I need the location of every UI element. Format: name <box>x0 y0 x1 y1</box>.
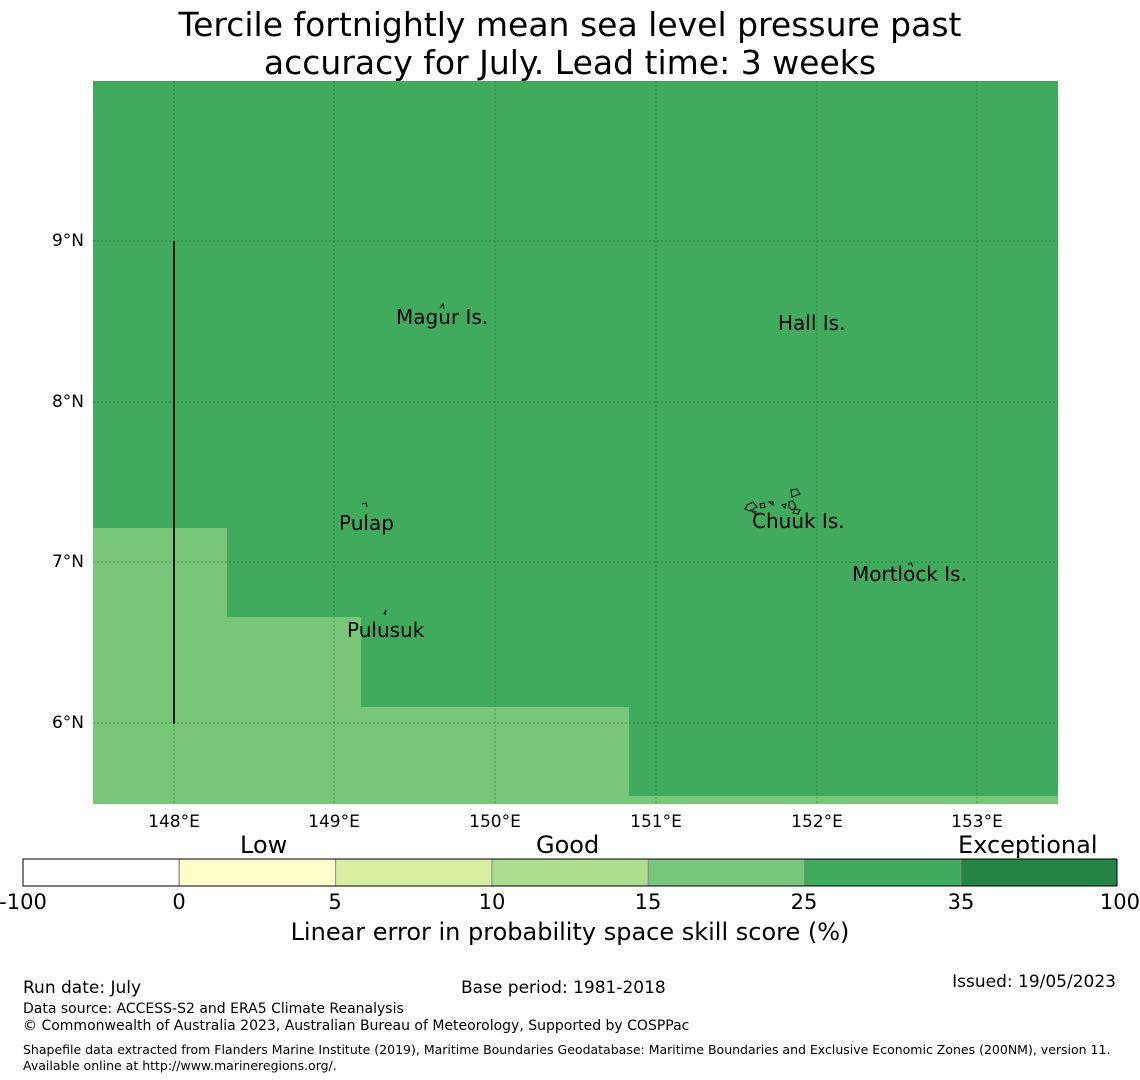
x-tick-151e: 151°E <box>630 812 682 832</box>
title-line-1: Tercile fortnightly mean sea level press… <box>178 5 962 44</box>
colorbar-segment-1 <box>22 858 180 887</box>
island-chuuk-6 <box>788 500 797 511</box>
colorbar-segment-6 <box>804 859 961 886</box>
shapefile-credit: Shapefile data extracted from Flanders M… <box>23 1042 1111 1073</box>
colorbar-tick: -100 <box>0 890 47 914</box>
colorbar-tick: 25 <box>790 890 818 914</box>
colorbar-segment-5 <box>648 859 805 886</box>
colorbar-segment-2 <box>179 859 336 886</box>
x-tick-152e: 152°E <box>791 812 843 832</box>
colorbar-title: Linear error in probability space skill … <box>290 918 850 946</box>
island-chuuk-4 <box>767 501 774 506</box>
island-magur <box>439 302 445 310</box>
island-chuuk-2 <box>744 501 758 512</box>
place-label-pulap: Pulap <box>339 511 394 535</box>
island-pulap <box>361 502 368 508</box>
x-tick-150e: 150°E <box>469 812 521 832</box>
base-period: Base period: 1981-2018 <box>461 978 666 998</box>
island-chuuk-8 <box>750 510 757 515</box>
colorbar <box>22 858 1118 887</box>
y-tick-9n: 9°N <box>51 231 84 251</box>
data-source: Data source: ACCESS-S2 and ERA5 Climate … <box>23 1001 404 1017</box>
legend-category-good: Good <box>536 831 600 859</box>
copyright: © Commonwealth of Australia 2023, Austra… <box>23 1018 690 1034</box>
colorbar-tick: 15 <box>634 890 662 914</box>
place-label-magur: Magur Is. <box>396 305 489 329</box>
place-label-chuuk: Chuuk Is. <box>752 509 845 533</box>
place-label-mortlock: Mortlock Is. <box>852 562 967 586</box>
colorbar-tick: 35 <box>947 890 975 914</box>
chart-title: Tercile fortnightly mean sea level press… <box>0 6 1140 82</box>
y-tick-6n: 6°N <box>51 713 84 733</box>
y-tick-7n: 7°N <box>51 552 84 572</box>
y-tick-8n: 8°N <box>51 392 84 412</box>
colorbar-tick: 5 <box>328 890 342 914</box>
island-chuuk-5 <box>781 503 787 509</box>
colorbar-segment-7 <box>960 859 1117 886</box>
island-chuuk-3 <box>759 502 766 509</box>
colorbar-tick: 0 <box>172 890 186 914</box>
island-pulusuk <box>383 609 387 616</box>
colorbar-segment-4 <box>491 859 649 886</box>
x-tick-153e: 153°E <box>951 812 1003 832</box>
run-date: Run date: July <box>23 978 142 998</box>
colorbar-segment-3 <box>335 859 492 886</box>
title-line-2: accuracy for July. Lead time: 3 weeks <box>263 43 877 82</box>
island-chuuk-7 <box>792 508 801 515</box>
island-mortlock <box>907 562 914 568</box>
colorbar-tick: 100 <box>1099 890 1140 914</box>
place-label-hall: Hall Is. <box>778 311 846 335</box>
x-tick-149e: 149°E <box>308 812 360 832</box>
x-tick-148e: 148°E <box>148 812 200 832</box>
place-label-pulusuk: Pulusuk <box>347 618 425 642</box>
legend-category-low: Low <box>240 831 288 859</box>
colorbar-tick: 10 <box>478 890 506 914</box>
issued-date: Issued: 19/05/2023 <box>952 972 1116 992</box>
legend-category-exceptional: Exceptional <box>958 831 1098 859</box>
island-chuuk-1 <box>790 488 801 498</box>
island-outlines <box>361 302 914 616</box>
colorbar-frame <box>22 858 1118 887</box>
